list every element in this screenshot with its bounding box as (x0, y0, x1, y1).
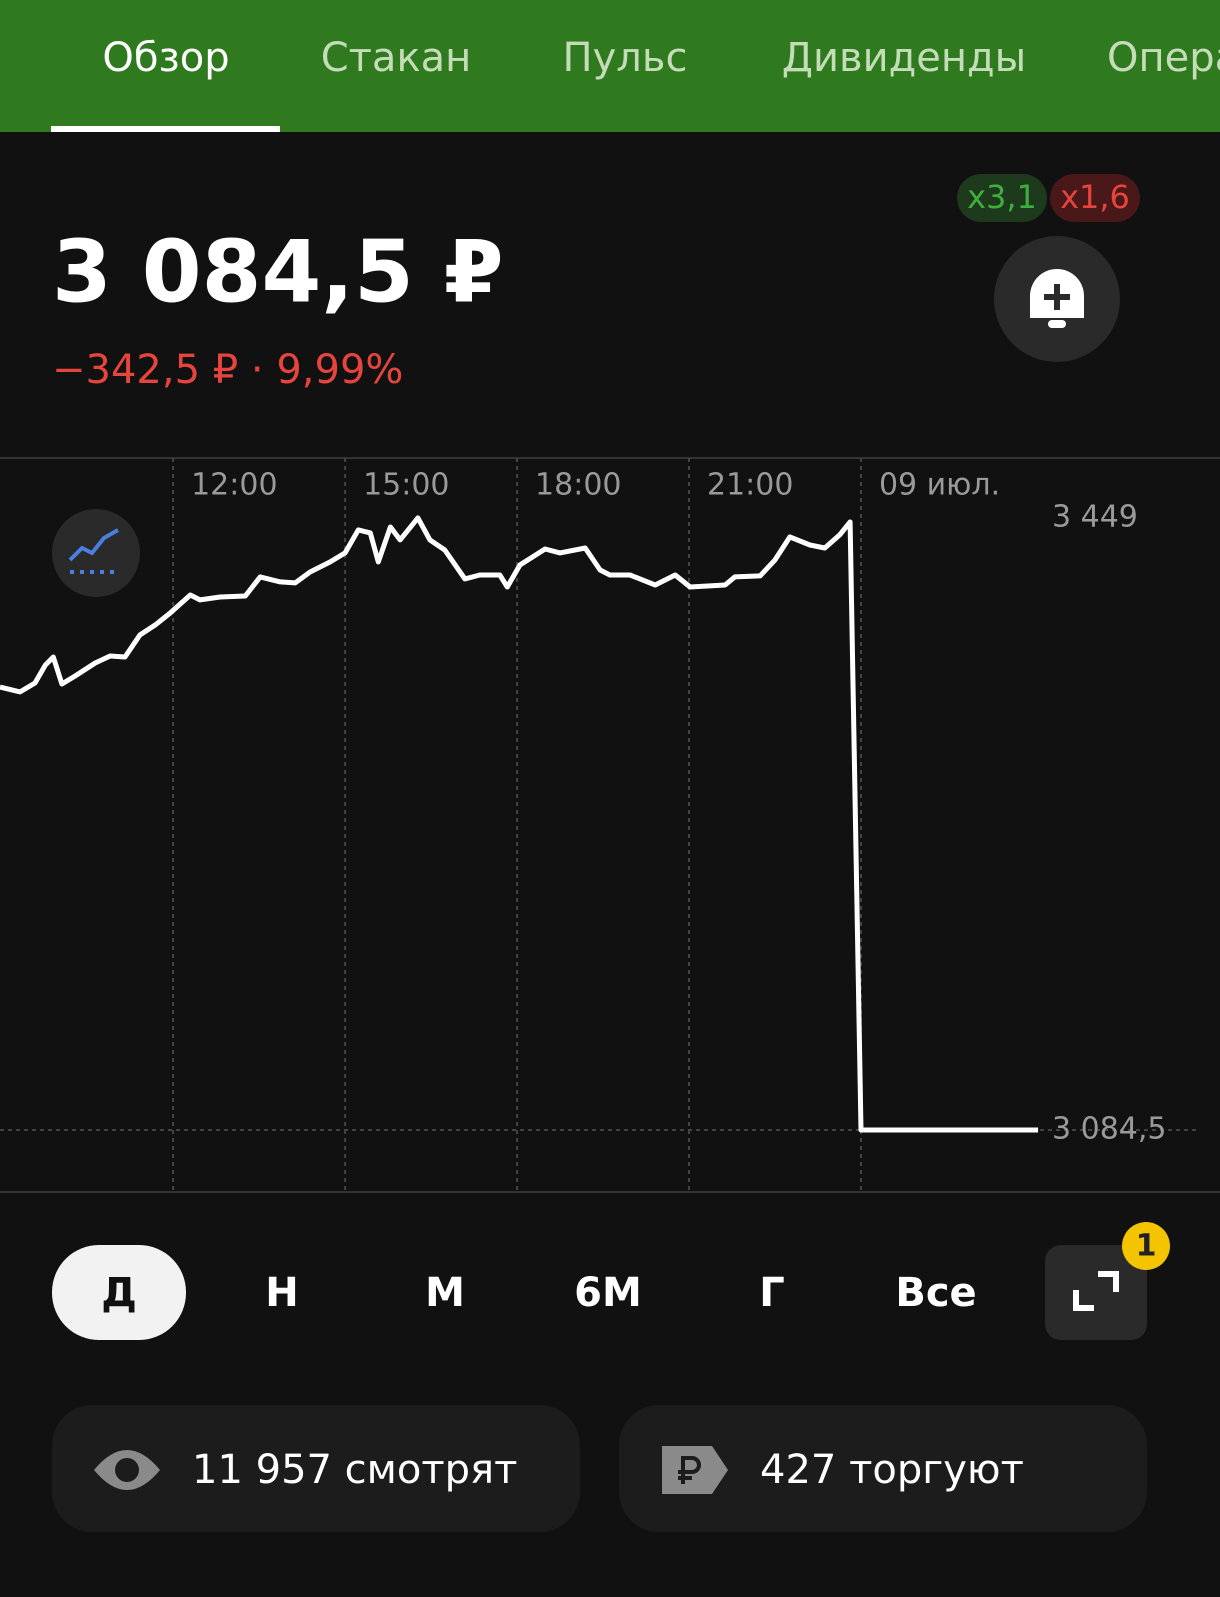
notification-count: 1 (1136, 1229, 1157, 1264)
period-button[interactable]: Д (101, 1270, 137, 1316)
watching-count: 11 957 смотрят (192, 1447, 517, 1493)
tab[interactable]: Дивиденды (782, 35, 1026, 81)
tab-bar (0, 0, 1220, 132)
alert-button[interactable] (994, 236, 1120, 362)
x-tick-label: 18:00 (535, 468, 621, 503)
trading-count: 427 торгуют (760, 1447, 1024, 1493)
fullscreen-button[interactable]: 1 (1045, 1222, 1170, 1340)
badge (957, 174, 1047, 222)
indicator-button[interactable] (52, 509, 140, 597)
price-change: −342,5 ₽ · 9,99% (52, 347, 403, 393)
badge-label: x3,1 (967, 178, 1037, 216)
x-tick-label: 21:00 (707, 468, 793, 503)
bell-clapper (1048, 320, 1066, 328)
chart: 12:00 15:00 18:00 21:00 09 июл. 3 449 3 084,5 (0, 458, 1198, 1192)
period-button[interactable]: М (425, 1270, 465, 1316)
y-tick-label: 3 449 (1052, 499, 1138, 534)
period-button[interactable]: Н (265, 1270, 298, 1316)
indicator-button-bg (52, 509, 140, 597)
ruble-sign (678, 1456, 701, 1484)
indicator-icon (68, 528, 119, 562)
plus-icon (1044, 284, 1070, 310)
stat-card (619, 1405, 1147, 1532)
tab[interactable]: Пульс (563, 35, 688, 81)
period-button[interactable]: 6М (574, 1270, 642, 1316)
period-button[interactable]: Г (759, 1270, 785, 1316)
period-selector: Д Н М 6М Г Все (52, 1245, 977, 1340)
x-tick-label: 15:00 (363, 468, 449, 503)
period-button[interactable]: Все (895, 1270, 976, 1316)
stat-card (52, 1405, 580, 1532)
active-tab-indicator (51, 126, 280, 132)
tab[interactable]: Обзор (102, 35, 229, 81)
price: 3 084,5 ₽ (52, 222, 504, 322)
y-tick-label: 3 084,5 (1052, 1112, 1167, 1147)
tab[interactable]: Стакан (321, 35, 472, 81)
notification-badge (1122, 1222, 1170, 1270)
eye-pupil (115, 1458, 139, 1482)
x-tick-label: 09 июл. (879, 468, 1000, 503)
fullscreen-icon (1073, 1271, 1119, 1311)
price-line (0, 515, 1039, 1133)
badge (1050, 174, 1140, 222)
tab[interactable]: Операции (1107, 35, 1220, 81)
badge-label: x1,6 (1060, 178, 1130, 216)
period-active-bg (52, 1245, 186, 1340)
x-tick-label: 12:00 (191, 468, 277, 503)
fullscreen-bg (1045, 1245, 1147, 1340)
